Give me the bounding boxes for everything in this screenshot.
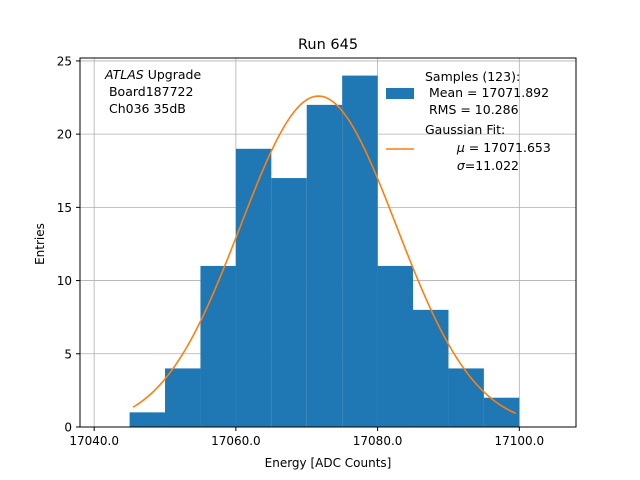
histogram-bar-2 <box>200 265 236 427</box>
legend-samples-mean: Mean = 17071.892 <box>425 85 549 100</box>
y-tick-label: 25 <box>57 54 72 68</box>
x-tick-label: 17080.0 <box>353 434 403 448</box>
svg-text:ATLAS Upgrade: ATLAS Upgrade <box>104 67 201 82</box>
x-tick-label: 17060.0 <box>211 434 261 448</box>
histogram-bar-0 <box>129 412 166 427</box>
legend-fit-mu-value: = 17071.653 <box>465 140 551 155</box>
legend: Samples (123): Mean = 17071.892 RMS = 10… <box>386 69 571 173</box>
y-tick-label: 10 <box>57 274 72 288</box>
plot-frame <box>79 57 577 428</box>
svg-text:σ=11.022: σ=11.022 <box>429 158 539 173</box>
chart-title: Run 645 <box>298 37 358 53</box>
y-tick-label: 15 <box>57 201 72 215</box>
svg-text:μ = 17071.653: μ = 17071.653 <box>429 140 571 155</box>
histogram-bar-7 <box>377 265 414 427</box>
y-axis-label: Entries <box>33 223 47 265</box>
legend-fit-mu-symbol: μ <box>456 140 465 155</box>
histogram-bar-8 <box>413 309 449 427</box>
histogram-bar-5 <box>306 104 343 427</box>
histogram-bar-1 <box>165 368 201 427</box>
histogram-bar-9 <box>448 368 484 427</box>
y-axis-ticks: 0 5 10 15 20 25 <box>57 54 80 435</box>
atlas-label: ATLAS <box>104 67 144 82</box>
x-axis-ticks: 17040.0 17060.0 17080.0 17100.0 <box>69 427 544 448</box>
x-axis-label: Energy [ADC Counts] <box>265 456 392 470</box>
legend-fit-title: Gaussian Fit: <box>425 122 505 137</box>
atlas-annotation: ATLAS Upgrade Board187722 Ch036 35dB <box>104 67 201 116</box>
histogram-bar-6 <box>342 75 378 428</box>
channel-label: Ch036 35dB <box>105 101 186 116</box>
y-tick-label: 5 <box>64 347 72 361</box>
legend-fit-sigma-value: =11.022 <box>465 158 519 173</box>
legend-fit-sigma-symbol: σ <box>457 158 466 173</box>
legend-samples-title: Samples (123): <box>425 69 520 84</box>
y-tick-label: 0 <box>64 421 72 435</box>
gaussian-fit-curve <box>132 95 517 415</box>
upgrade-label: Upgrade <box>144 67 202 82</box>
histogram-bar-3 <box>235 148 272 428</box>
histogram-bars <box>129 75 520 428</box>
x-tick-label: 17100.0 <box>495 434 545 448</box>
legend-samples-swatch <box>386 88 414 99</box>
gaussian-fit <box>132 95 517 415</box>
board-label: Board187722 <box>105 84 193 99</box>
legend-samples-rms: RMS = 10.286 <box>425 102 519 117</box>
histogram-bar-4 <box>271 178 307 427</box>
x-tick-label: 17040.0 <box>69 434 119 448</box>
y-tick-label: 20 <box>57 128 72 142</box>
